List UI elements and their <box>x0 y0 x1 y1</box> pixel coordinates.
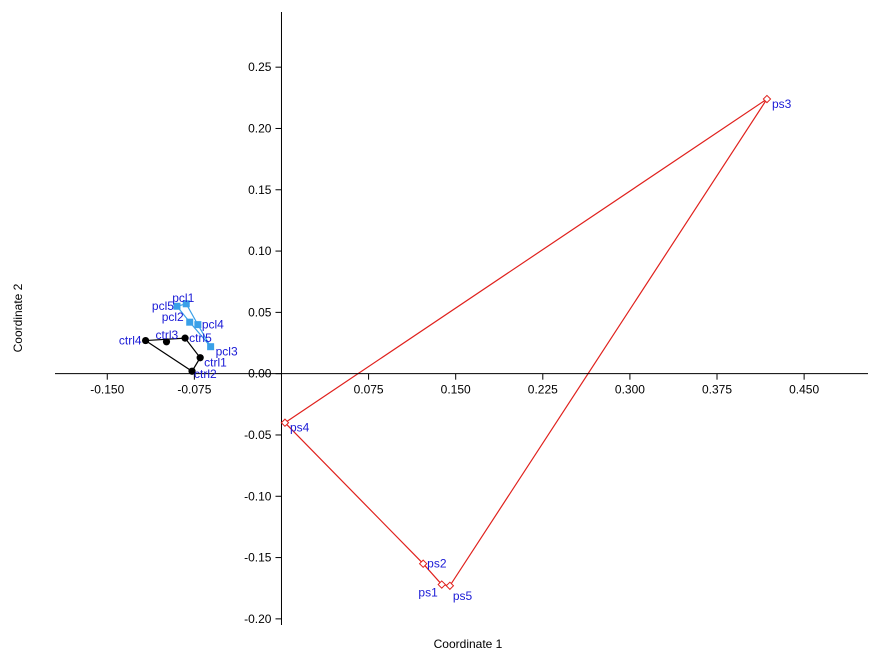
data-point <box>280 418 290 428</box>
data-label: ps1 <box>418 586 438 600</box>
y-ticks: -0.20 -0.15 -0.10 -0.05 0.00 0.05 0.10 0.15 0.20… <box>244 60 282 626</box>
y-tick-label: 0.00 <box>248 367 272 381</box>
data-point <box>437 580 447 589</box>
x-tick-label: 0.225 <box>528 383 558 397</box>
data-point <box>181 334 189 342</box>
y-tick-label: 0.20 <box>248 121 272 135</box>
y-axis-title: Coordinate 2 <box>11 283 25 352</box>
data-point <box>162 338 171 346</box>
y-tick-label: 0.15 <box>248 183 272 197</box>
data-label: ctrl2 <box>194 367 217 381</box>
x-tick-label: -0.075 <box>177 383 211 397</box>
data-point <box>762 94 772 104</box>
data-label: pcl5 <box>152 299 174 313</box>
data-point <box>188 367 196 375</box>
x-tick-label: 0.150 <box>441 383 471 397</box>
hull-layer <box>145 98 768 587</box>
x-tick-label: 0.375 <box>702 383 732 397</box>
x-tick-label: 0.300 <box>615 383 645 397</box>
y-tick-label: 0.05 <box>248 305 272 319</box>
data-label: ps4 <box>290 421 310 435</box>
data-point <box>207 343 215 351</box>
data-label: ctrl3 <box>155 328 178 342</box>
data-point <box>173 302 181 310</box>
data-label: ctrl1 <box>204 356 227 370</box>
y-tick-label: 0.25 <box>248 60 272 74</box>
data-label: pcl1 <box>172 291 194 305</box>
data-point <box>186 318 194 326</box>
point-layer <box>141 94 772 591</box>
data-point <box>445 581 455 591</box>
data-label: ctrl4 <box>119 334 142 348</box>
y-tick-label: -0.10 <box>244 489 272 503</box>
data-label: ctrl5 <box>189 331 212 345</box>
data-point <box>141 336 150 345</box>
data-label: pcl4 <box>202 318 224 332</box>
data-label: pcl3 <box>216 345 238 359</box>
data-point <box>182 300 190 308</box>
y-tick-label: -0.05 <box>244 428 272 442</box>
y-tick-label: 0.10 <box>248 244 272 258</box>
x-tick-label: -0.150 <box>90 383 124 397</box>
data-label: ps5 <box>453 589 473 603</box>
data-point <box>196 354 204 362</box>
data-point <box>194 321 202 329</box>
x-tick-label: 0.450 <box>789 383 819 397</box>
data-label: ps2 <box>427 557 447 571</box>
y-tick-label: -0.20 <box>244 612 272 626</box>
data-label: ps3 <box>772 97 792 111</box>
hull-line <box>284 98 768 587</box>
x-ticks: -0.150 -0.075 0.075 0.150 0.225 0.300 0.375 0.4… <box>90 373 819 397</box>
data-label: pcl2 <box>162 310 184 324</box>
y-tick-label: -0.15 <box>244 551 272 565</box>
data-point <box>418 559 428 569</box>
x-axis-title: Coordinate 1 <box>434 637 503 651</box>
x-tick-label: 0.075 <box>354 383 384 397</box>
